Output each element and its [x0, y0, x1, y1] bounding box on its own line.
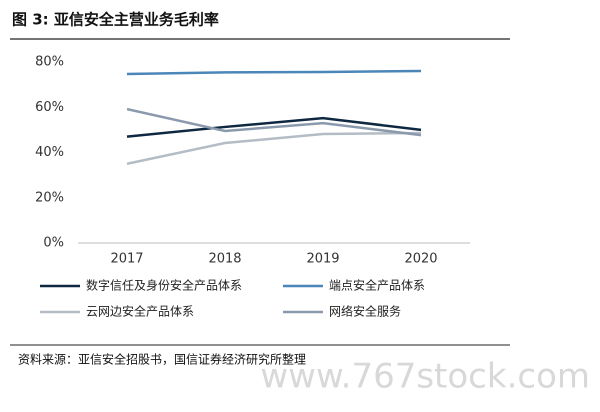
line-series	[126, 116, 422, 138]
x-tick-label: 2019	[306, 252, 339, 267]
source-note: 资料来源：亚信安全招股书，国信证券经济研究所整理	[18, 352, 306, 367]
line-series	[126, 69, 422, 76]
y-tick-label: 20%	[35, 190, 64, 205]
y-tick-label: 0%	[43, 236, 64, 251]
legend-label: 网络安全服务	[329, 304, 401, 319]
x-tick-label: 2017	[110, 252, 143, 267]
legend-label: 云网边安全产品体系	[86, 304, 194, 319]
y-tick-label: 60%	[35, 100, 64, 115]
legend-label: 端点安全产品体系	[329, 278, 425, 293]
line-series	[126, 131, 422, 166]
x-tick-label: 2018	[208, 252, 241, 267]
line-series	[126, 107, 422, 137]
y-tick-label: 40%	[35, 145, 64, 160]
y-tick-label: 80%	[35, 55, 64, 70]
x-tick-label: 2020	[404, 252, 437, 267]
chart-title: 图 3: 亚信安全主营业务毛利率	[12, 11, 219, 29]
watermark: www.767stock.com	[260, 357, 590, 397]
legend-label: 数字信任及身份安全产品体系	[86, 278, 242, 293]
